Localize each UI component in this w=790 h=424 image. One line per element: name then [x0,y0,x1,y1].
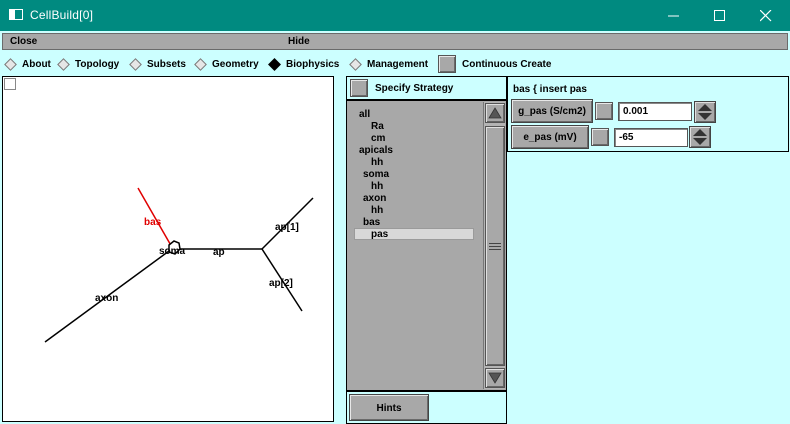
tab-about[interactable]: About [4,57,51,71]
grip-line [489,249,501,250]
continuous-create-label: Continuous Create [462,58,552,70]
cell-shape-drawing [44,187,314,343]
maximize-icon [714,10,725,21]
tab-topology[interactable]: Topology [57,57,119,71]
list-item[interactable]: hh [371,157,384,168]
hints-button[interactable]: Hints [349,394,429,421]
list-item[interactable]: axon [363,193,387,204]
list-item[interactable]: hh [371,205,384,216]
tab-label: Management [367,58,429,70]
g-pas-stepper[interactable] [694,101,716,123]
menu-bar: Close Hide [2,33,788,50]
radio-icon [57,57,70,71]
list-item[interactable]: soma [363,169,390,180]
soma-label: soma [159,246,186,257]
close-window-button[interactable] [743,0,789,31]
triangle-up-icon [488,107,502,119]
maximize-button[interactable] [697,0,743,31]
hints-area: Hints [346,391,507,424]
parameter-panel: bas { insert pas g_pas (S/cm2) 0.001 e_p… [507,76,789,152]
list-item[interactable]: all [359,109,371,120]
radio-selected-icon [268,57,281,71]
ap2-label: ap[2] [269,278,293,289]
radio-icon [129,57,142,71]
tab-label: About [22,58,51,70]
shape-panel-menu-box[interactable] [4,78,16,90]
title-bar: CellBuild[0] [0,0,790,31]
g-pas-checkbox[interactable] [595,102,613,120]
list-scrollbar[interactable] [483,102,505,389]
continuous-create-checkbox[interactable] [438,55,456,73]
scroll-up-button[interactable] [485,103,505,123]
specify-strategy-label: Specify Strategy [375,83,454,94]
selected-row-highlight [354,228,474,240]
e-pas-button[interactable]: e_pas (mV) [511,125,589,149]
panel-divider [334,76,346,424]
stepper-arrows-icon [693,129,707,145]
section-tabs: About Topology Subsets Geometry Biophysi… [0,52,790,76]
window-title: CellBuild[0] [30,8,94,22]
g-pas-button[interactable]: g_pas (S/cm2) [511,99,593,123]
scroll-thumb[interactable] [485,126,505,366]
ap2-section [261,248,303,312]
scroll-down-button[interactable] [485,368,505,388]
tab-label: Geometry [212,58,259,70]
minimize-button[interactable] [651,0,697,31]
cell-shape-panel[interactable]: bas soma ap ap[1] ap[2] axon [2,76,334,422]
strategy-list[interactable]: all Ra cm apicals hh soma hh axon hh bas… [346,100,507,391]
radio-icon [4,57,17,71]
tab-label: Topology [75,58,120,70]
menu-close[interactable]: Close [10,36,38,47]
e-pas-field[interactable]: -65 [614,128,688,147]
parameter-heading: bas { insert pas [513,84,587,95]
list-item[interactable]: hh [371,181,384,192]
tab-label: Subsets [147,58,186,70]
radio-icon [349,57,362,71]
e-pas-stepper[interactable] [689,126,711,148]
specify-strategy-row: Specify Strategy [346,76,507,100]
ap1-section [261,197,314,250]
bas-label: bas [144,217,162,228]
menu-hide[interactable]: Hide [288,36,310,47]
bas-section [137,187,174,250]
grip-line [489,243,501,244]
g-pas-field[interactable]: 0.001 [618,102,692,121]
e-pas-checkbox[interactable] [591,128,609,146]
tab-biophysics[interactable]: Biophysics [268,57,339,71]
soma-section [168,240,181,255]
ap1-label: ap[1] [275,222,299,233]
tab-geometry[interactable]: Geometry [194,57,259,71]
list-item-selected[interactable]: pas [371,229,389,240]
tab-subsets[interactable]: Subsets [129,57,186,71]
radio-icon [194,57,207,71]
tab-label: Biophysics [286,58,340,70]
triangle-down-icon [488,372,502,384]
list-item[interactable]: Ra [371,121,384,132]
list-item[interactable]: bas [363,217,381,228]
app-window-icon [9,9,23,20]
axon-label: axon [95,293,119,304]
list-item[interactable]: apicals [359,145,393,156]
grip-line [489,246,501,247]
list-item[interactable]: cm [371,133,386,144]
minimize-icon [668,15,679,17]
stepper-arrows-icon [698,104,712,120]
tab-management[interactable]: Management [349,57,428,71]
axon-section [44,250,170,343]
close-icon [760,10,772,22]
ap-label: ap [213,247,225,258]
specify-strategy-checkbox[interactable] [350,79,368,97]
